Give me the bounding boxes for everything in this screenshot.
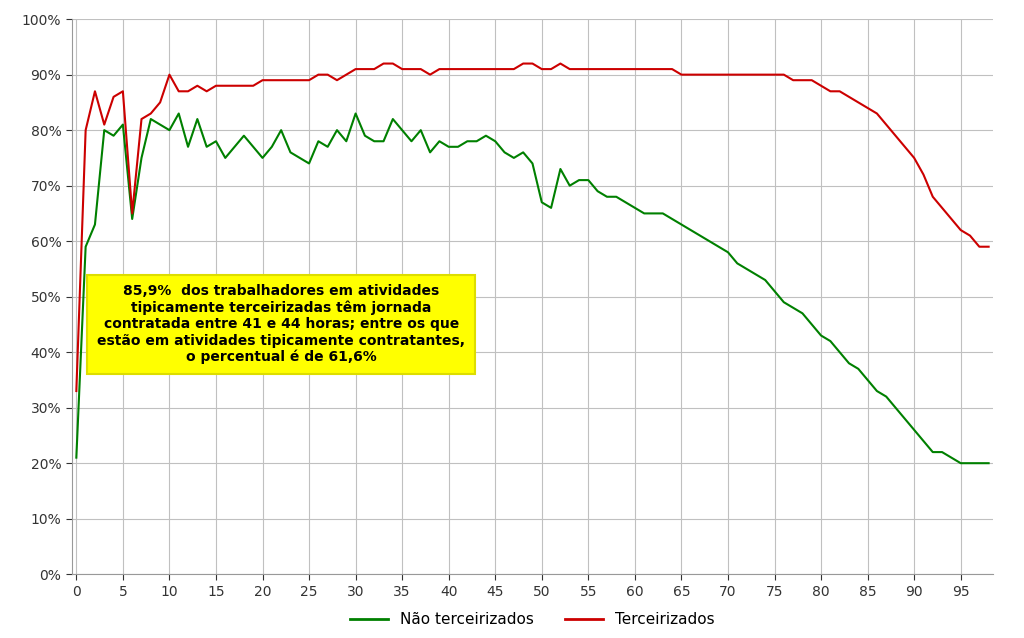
- Text: 85,9%  dos trabalhadores em atividades
tipicamente terceirizadas têm jornada
con: 85,9% dos trabalhadores em atividades ti…: [97, 285, 465, 364]
- Legend: Não terceirizados, Terceirizados: Não terceirizados, Terceirizados: [344, 606, 721, 633]
